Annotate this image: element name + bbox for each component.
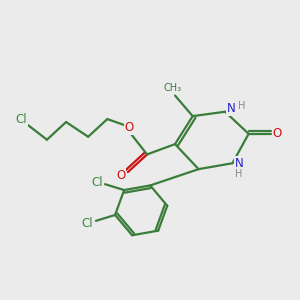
- Text: H: H: [238, 101, 245, 111]
- Text: CH₃: CH₃: [163, 83, 181, 93]
- Text: O: O: [116, 169, 125, 182]
- Text: Cl: Cl: [91, 176, 103, 189]
- Text: N: N: [235, 157, 243, 170]
- Text: Cl: Cl: [82, 217, 94, 230]
- Text: O: O: [125, 121, 134, 134]
- Text: Cl: Cl: [16, 113, 27, 126]
- Text: N: N: [227, 102, 236, 115]
- Text: H: H: [235, 169, 242, 178]
- Text: O: O: [273, 127, 282, 140]
